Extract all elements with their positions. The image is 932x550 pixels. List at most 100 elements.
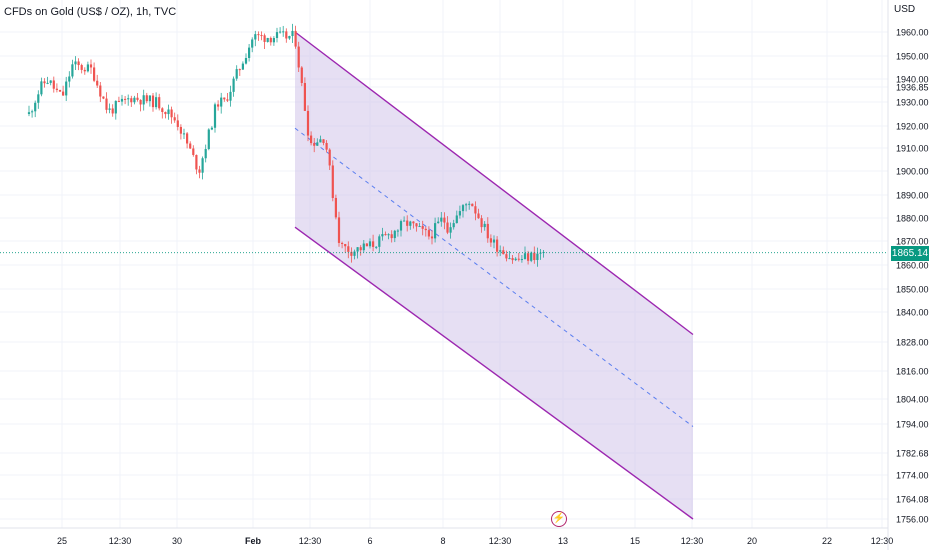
candle-body <box>158 97 161 109</box>
time-tick-label: 6 <box>367 536 372 546</box>
lightning-icon[interactable]: ⚡ <box>551 511 567 527</box>
candle-body <box>499 250 502 252</box>
time-tick-label: 30 <box>172 536 182 546</box>
candle-body <box>390 234 393 239</box>
candle-body <box>387 234 390 236</box>
candle-body <box>62 91 65 96</box>
candle-body <box>71 64 74 77</box>
candle-body <box>34 102 37 112</box>
price-tick-label: 1794.00 <box>896 420 929 430</box>
candle-body <box>508 258 511 260</box>
candle-body <box>443 217 446 223</box>
candle-body <box>365 243 368 247</box>
candle-body <box>288 36 291 39</box>
candle-body <box>347 246 350 252</box>
candle-body <box>108 108 111 110</box>
candle-body <box>248 47 251 58</box>
last-price-tag: 1865.14 <box>891 246 929 261</box>
candle-body <box>418 226 421 228</box>
candle-body <box>176 120 179 127</box>
price-tick-label: 1950.00 <box>896 52 929 62</box>
price-tick-label: 1774.00 <box>896 471 929 481</box>
candle-body <box>520 259 523 261</box>
candle-body <box>461 205 465 212</box>
candle-body <box>539 252 542 254</box>
candle-body <box>455 215 458 224</box>
candle-body <box>260 35 263 37</box>
candle-body <box>306 110 310 136</box>
candle-body <box>99 85 102 97</box>
candle-body <box>523 253 527 260</box>
candle-body <box>424 228 427 231</box>
price-tick-label: 1860.00 <box>896 261 929 271</box>
candle-body <box>536 253 539 261</box>
candle-body <box>117 100 120 102</box>
time-tick-label: 15 <box>630 536 640 546</box>
candle-body <box>331 165 334 198</box>
time-axis: 25 12:30 30 Feb 12:30 6 8 12:30 13 15 12:30 20 22 12:… <box>57 536 893 546</box>
candle-body <box>179 126 182 134</box>
candle-body <box>213 104 217 128</box>
candle-body <box>430 236 434 239</box>
candle-body <box>173 117 176 121</box>
time-tick-label: 22 <box>822 536 832 546</box>
candle-body <box>120 98 124 102</box>
candle-body <box>124 98 127 100</box>
candle-body <box>49 80 52 83</box>
candle-body <box>195 154 198 170</box>
candle-body <box>229 91 232 101</box>
candle-body <box>226 99 229 101</box>
candle-body <box>272 38 275 43</box>
candle-body <box>130 98 133 103</box>
candle-body <box>325 142 328 150</box>
candle-body <box>319 139 322 143</box>
candle-body <box>489 238 492 243</box>
candle-body <box>210 127 213 130</box>
candle-body <box>353 251 356 256</box>
candle-body <box>316 142 319 146</box>
candle-body <box>93 67 96 81</box>
candle-body <box>55 88 58 90</box>
candle-body <box>368 241 372 247</box>
candle-body <box>220 97 223 107</box>
candle-body <box>303 82 306 111</box>
candle-body <box>40 81 43 95</box>
time-tick-label: 20 <box>747 536 757 546</box>
candle-body <box>151 95 155 108</box>
candle-body <box>440 217 443 222</box>
price-tick-label: 1840.00 <box>896 308 929 318</box>
candle-body <box>192 148 195 155</box>
candle-body <box>415 223 418 227</box>
candles <box>27 23 545 267</box>
candle-body <box>68 76 71 82</box>
candle-body <box>344 243 347 247</box>
candle-body <box>244 57 248 64</box>
candle-body <box>310 135 313 144</box>
candle-body <box>217 104 220 107</box>
candle-body <box>334 197 337 218</box>
price-tick-label: 1920.00 <box>896 122 929 132</box>
candle-body <box>74 61 77 65</box>
candle-body <box>86 64 89 72</box>
time-tick-label: 12:30 <box>871 536 894 546</box>
candle-body <box>527 253 530 261</box>
price-tick-label: 1960.00 <box>896 28 929 38</box>
time-tick-label: 12:30 <box>299 536 322 546</box>
candle-body <box>337 217 341 243</box>
candle-body <box>235 69 238 79</box>
candle-body <box>232 78 235 92</box>
candle-body <box>406 220 409 226</box>
candle-body <box>474 206 477 214</box>
candle-body <box>89 64 93 68</box>
time-tick-label: 12:30 <box>681 536 704 546</box>
candle-body <box>514 258 517 261</box>
time-tick-label: 12:30 <box>489 536 512 546</box>
candle-body <box>285 31 288 39</box>
candle-body <box>164 112 167 115</box>
candle-body <box>105 98 108 110</box>
candle-body <box>170 109 173 118</box>
time-tick-label: 25 <box>57 536 67 546</box>
candle-body <box>189 143 192 149</box>
